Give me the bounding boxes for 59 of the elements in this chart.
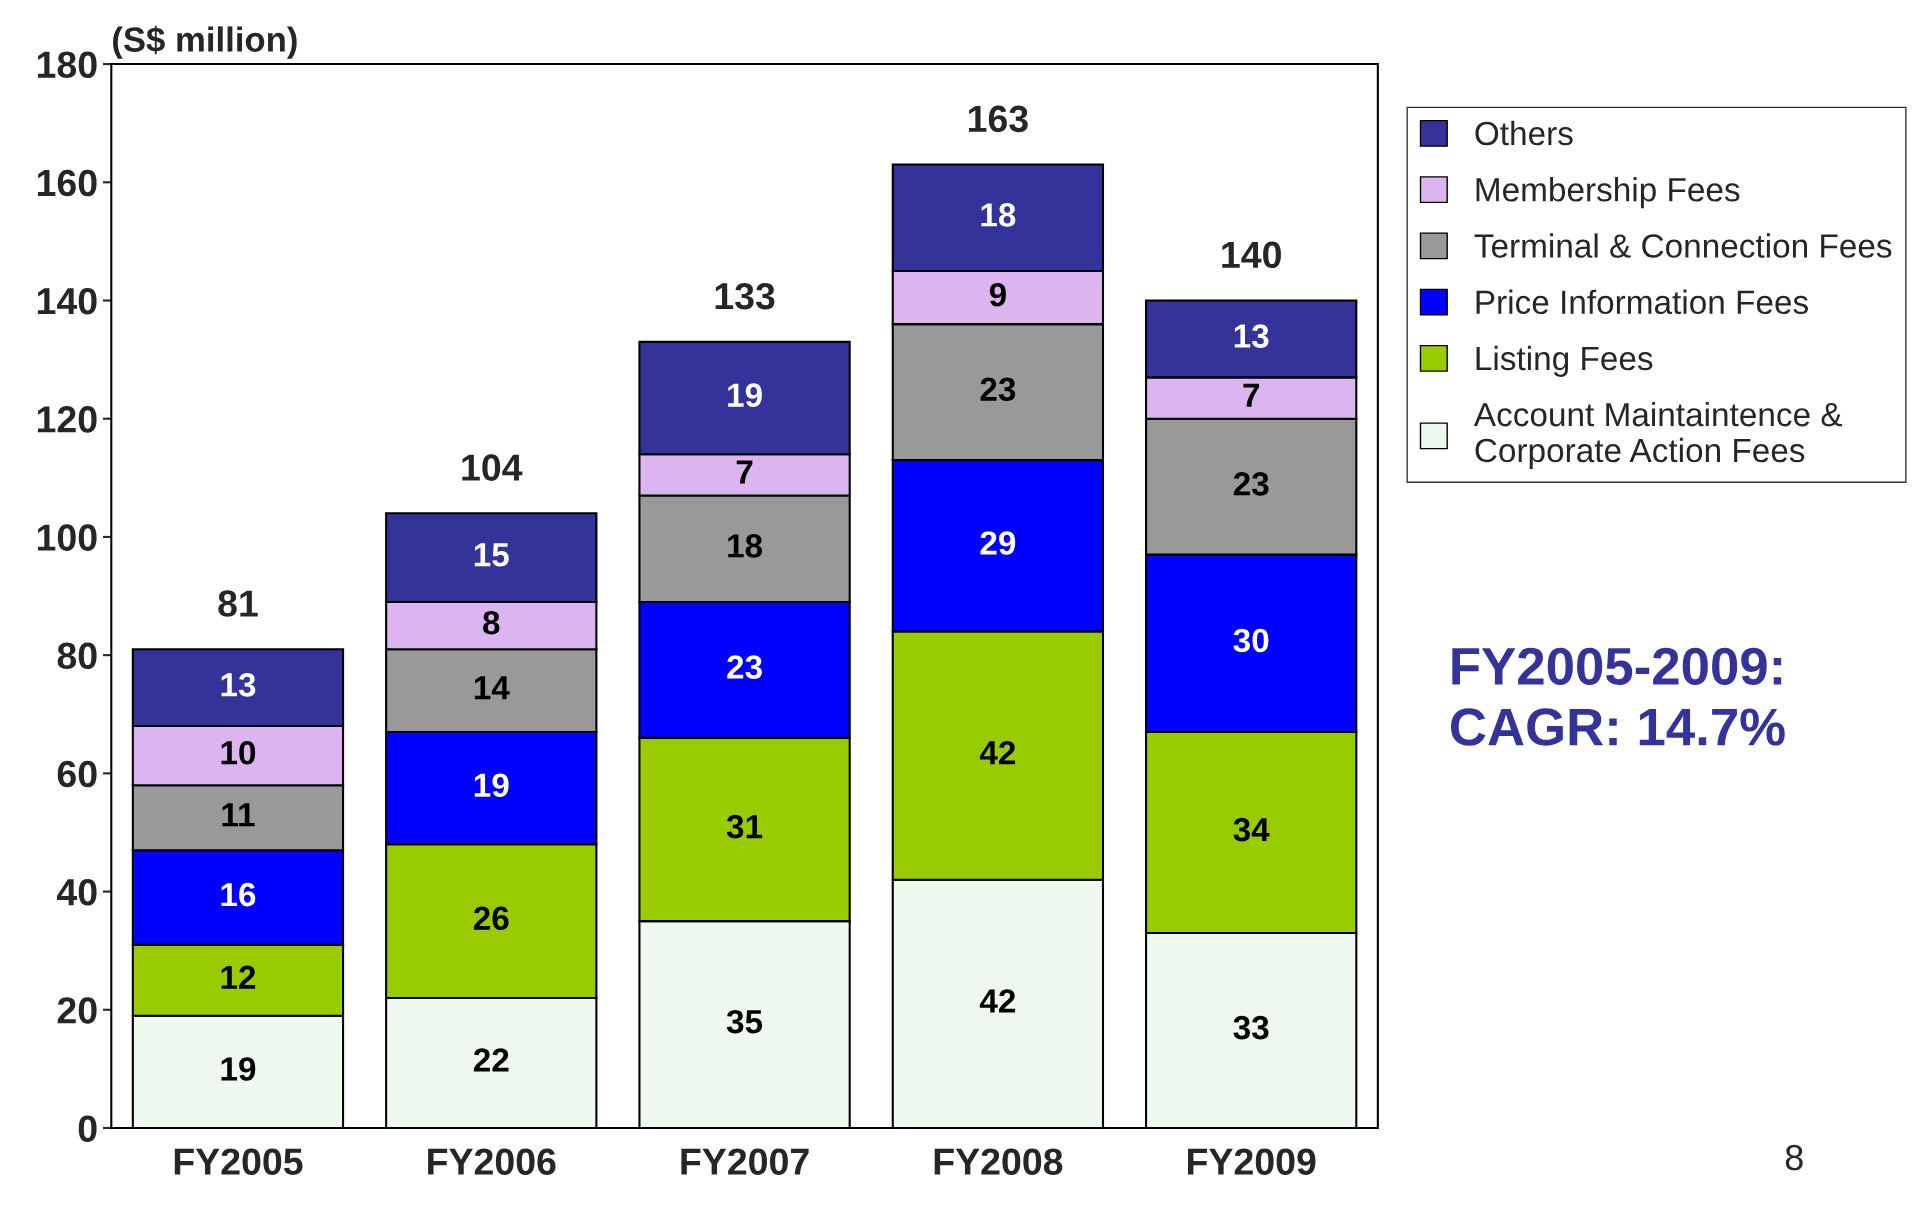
data-label: 13: [221, 673, 256, 697]
x-tick-label: FY2008: [934, 1148, 1063, 1175]
data-label: 33: [1233, 1015, 1269, 1040]
x-tick-label: FY2009: [1188, 1148, 1316, 1175]
data-label: 22: [473, 1048, 509, 1072]
y-tick-label: 80: [57, 642, 97, 670]
y-tick-label: 160: [37, 169, 97, 197]
data-label: 19: [728, 383, 762, 407]
data-label: 14: [474, 676, 510, 700]
legend-label: Price Information Fees: [1476, 289, 1808, 315]
total-label: 104: [462, 454, 523, 481]
data-label: 34: [1233, 817, 1270, 842]
text: 8: [1785, 1144, 1803, 1171]
data-label: 15: [474, 543, 509, 567]
data-label: 30: [1233, 628, 1269, 653]
y-tick-label: 120: [37, 406, 97, 433]
data-label: 13: [1234, 324, 1269, 348]
data-label: 35: [726, 1009, 763, 1034]
total-label: 133: [715, 282, 775, 310]
data-label: 29: [980, 531, 1016, 555]
y-tick-label: 100: [37, 524, 97, 551]
total-label: 140: [1222, 241, 1281, 269]
data-label: 8: [483, 610, 500, 635]
y-tick-label: 140: [37, 287, 97, 315]
x-tick-label: FY2006: [428, 1148, 556, 1175]
x-tick-label: FY2007: [681, 1148, 809, 1175]
data-label: 18: [728, 534, 763, 558]
data-label: 10: [221, 740, 256, 765]
data-label: 19: [474, 773, 509, 798]
data-label: 7: [736, 460, 753, 484]
y-tick-label: 0: [78, 1115, 97, 1142]
data-label: 7: [1243, 383, 1259, 407]
data-label: 23: [980, 377, 1016, 402]
data-label: 42: [979, 989, 1016, 1013]
data-label: 9: [989, 282, 1006, 307]
data-label: 18: [981, 203, 1016, 227]
x-tick-label: FY2005: [174, 1148, 303, 1175]
legend-label: Account Maintaintence & Corporate Action Fees: [1473, 401, 1843, 469]
total-label: 81: [218, 590, 258, 617]
y-tick-label: 40: [56, 878, 97, 906]
y-tick-label: 20: [57, 997, 97, 1024]
data-label: 31: [726, 814, 763, 839]
data-label: 11: [222, 803, 255, 827]
data-label: 23: [1233, 472, 1269, 496]
text: FY2005-2009: CAGR: 14.7%: [1451, 647, 1785, 746]
y-axis-title: (S$ million): [113, 25, 297, 59]
data-label: 42: [979, 740, 1016, 765]
total-label: 163: [968, 105, 1028, 133]
y-tick-label: 60: [57, 760, 97, 788]
data-label: 12: [221, 965, 256, 989]
data-label: 26: [473, 906, 509, 931]
y-tick-label: 180: [37, 51, 97, 79]
legend-label: Others: [1475, 120, 1573, 146]
data-label: 19: [221, 1057, 256, 1081]
data-label: 23: [727, 655, 762, 679]
legend-label: Membership Fees: [1476, 177, 1740, 209]
legend-label: Terminal & Connection Fees: [1474, 233, 1892, 258]
data-label: 16: [221, 882, 256, 907]
legend-label: Listing Fees: [1476, 345, 1653, 377]
